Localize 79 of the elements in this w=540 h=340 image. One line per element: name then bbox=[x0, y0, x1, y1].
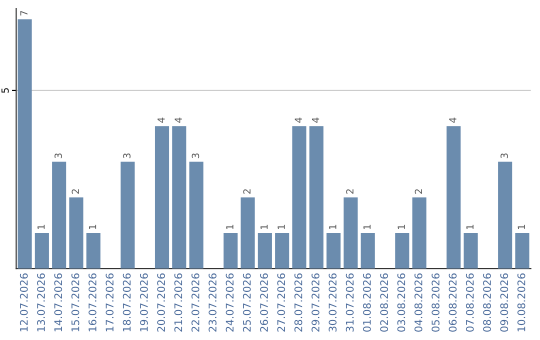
x-tick-label: 07.08.2026 bbox=[466, 273, 474, 332]
data-label: 1 bbox=[363, 224, 371, 230]
bar bbox=[360, 232, 375, 269]
x-tick-label: 17.07.2026 bbox=[106, 273, 114, 332]
x-tick-label: 08.08.2026 bbox=[483, 273, 491, 332]
bar bbox=[326, 232, 341, 269]
bar bbox=[172, 126, 186, 269]
x-tick-label: 01.08.2026 bbox=[363, 273, 371, 332]
bar bbox=[154, 126, 170, 269]
x-tick-label: 02.08.2026 bbox=[380, 273, 388, 332]
x-tick-label: 25.07.2026 bbox=[242, 273, 251, 332]
x-tick-label: 24.07.2026 bbox=[226, 273, 234, 332]
x-tick-label: 19.07.2026 bbox=[140, 273, 148, 332]
bar bbox=[275, 232, 290, 269]
x-tick-label: 22.07.2026 bbox=[191, 273, 200, 332]
data-label: 1 bbox=[260, 224, 268, 230]
data-label: 4 bbox=[174, 118, 182, 123]
x-tick-label: 12.07.2026 bbox=[20, 273, 28, 332]
x-tick-label: 26.07.2026 bbox=[260, 273, 268, 332]
y-tick-label: 5 bbox=[2, 88, 9, 93]
data-label: 1 bbox=[38, 224, 45, 230]
data-label: 1 bbox=[329, 224, 336, 230]
data-label: 2 bbox=[346, 189, 354, 194]
x-tick-label: 06.08.2026 bbox=[448, 273, 457, 332]
x-tick-label: 31.07.2026 bbox=[346, 273, 354, 332]
bar bbox=[34, 232, 49, 269]
bar bbox=[292, 126, 306, 269]
data-label: 1 bbox=[226, 224, 234, 230]
bar bbox=[412, 197, 426, 269]
data-label: 4 bbox=[294, 118, 302, 123]
bar bbox=[344, 197, 358, 269]
bar bbox=[446, 126, 461, 269]
bar bbox=[515, 232, 530, 269]
data-label: 3 bbox=[192, 153, 200, 158]
data-label: 1 bbox=[518, 224, 525, 230]
bar bbox=[189, 162, 204, 269]
data-label: 2 bbox=[414, 189, 422, 194]
data-label: 7 bbox=[20, 10, 28, 16]
bar bbox=[224, 232, 238, 269]
data-label: 2 bbox=[243, 189, 250, 194]
bar bbox=[120, 162, 135, 269]
data-label: 4 bbox=[312, 118, 320, 123]
data-label: 1 bbox=[466, 224, 474, 230]
x-tick-label: 10.08.2026 bbox=[517, 273, 526, 332]
data-label: 1 bbox=[88, 224, 96, 230]
bar bbox=[18, 19, 32, 269]
x-tick-label: 13.07.2026 bbox=[37, 273, 45, 332]
x-tick-label: 27.07.2026 bbox=[277, 273, 286, 332]
x-tick-label: 05.08.2026 bbox=[432, 273, 440, 332]
data-label: 3 bbox=[123, 153, 131, 158]
x-tick-label: 04.08.2026 bbox=[414, 273, 422, 332]
bar bbox=[86, 232, 100, 269]
data-label: 3 bbox=[500, 153, 508, 158]
bar bbox=[69, 197, 84, 269]
bar bbox=[258, 232, 272, 269]
data-label: 1 bbox=[398, 224, 405, 230]
x-tick-label: 29.07.2026 bbox=[312, 273, 320, 332]
x-tick-label: 09.08.2026 bbox=[500, 273, 508, 332]
x-tick-label: 16.07.2026 bbox=[88, 273, 96, 332]
bar bbox=[464, 232, 478, 269]
bar bbox=[240, 197, 255, 269]
data-label: 4 bbox=[449, 118, 456, 123]
x-tick-label: 20.07.2026 bbox=[157, 273, 166, 332]
x-tick-label: 03.08.2026 bbox=[397, 273, 406, 332]
x-tick-label: 28.07.2026 bbox=[294, 273, 302, 332]
x-tick-label: 14.07.2026 bbox=[54, 273, 62, 332]
data-label: 3 bbox=[54, 153, 62, 158]
bar bbox=[498, 162, 512, 269]
data-label: 2 bbox=[72, 189, 79, 194]
x-tick-label: 21.07.2026 bbox=[174, 273, 182, 332]
bar bbox=[395, 232, 410, 269]
bar bbox=[52, 162, 66, 269]
bar bbox=[309, 126, 324, 269]
x-tick-label: 30.07.2026 bbox=[328, 273, 337, 332]
data-label: 1 bbox=[278, 224, 285, 230]
data-label: 4 bbox=[158, 118, 165, 123]
x-tick-label: 18.07.2026 bbox=[122, 273, 131, 332]
x-tick-label: 23.07.2026 bbox=[208, 273, 216, 332]
x-tick-label: 15.07.2026 bbox=[71, 273, 80, 332]
